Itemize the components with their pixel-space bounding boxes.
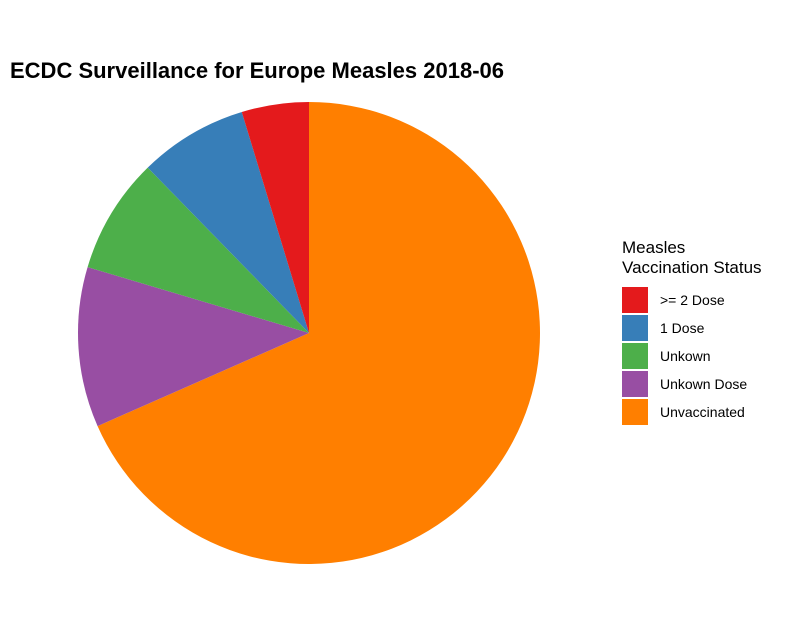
pie-slice-unkown (87, 167, 309, 333)
legend-title-line-2: Vaccination Status (622, 258, 762, 277)
pie-slice-unkown-dose (77, 267, 309, 427)
pie-slice-unvaccinated (97, 102, 541, 564)
legend-label: 1 Dose (660, 320, 705, 336)
legend-item: Unkown Dose (622, 370, 762, 398)
legend-items: >= 2 Dose 1 Dose Unkown Unkown Dose Unvaccin… (622, 286, 762, 426)
legend-item: Unkown (622, 342, 762, 370)
legend-swatch (622, 371, 648, 397)
pie-slice-2-dose (241, 102, 309, 333)
legend-swatch (622, 315, 648, 341)
legend-title: Measles Vaccination Status (622, 238, 762, 278)
pie-slice-1-dose (147, 111, 309, 334)
legend-swatch (622, 399, 648, 425)
legend-label: Unkown Dose (660, 376, 748, 392)
legend-label: >= 2 Dose (660, 292, 725, 308)
legend-swatch (622, 343, 648, 369)
legend-label: Unvaccinated (660, 404, 745, 420)
legend-swatch (622, 287, 648, 313)
legend-item: >= 2 Dose (622, 286, 762, 314)
chart-title: ECDC Surveillance for Europe Measles 201… (10, 58, 504, 83)
legend-label: Unkown (660, 348, 711, 364)
legend-item: Unvaccinated (622, 398, 762, 426)
legend-item: 1 Dose (622, 314, 762, 342)
legend: Measles Vaccination Status >= 2 Dose 1 Do… (622, 238, 762, 426)
legend-title-line-1: Measles (622, 238, 686, 257)
